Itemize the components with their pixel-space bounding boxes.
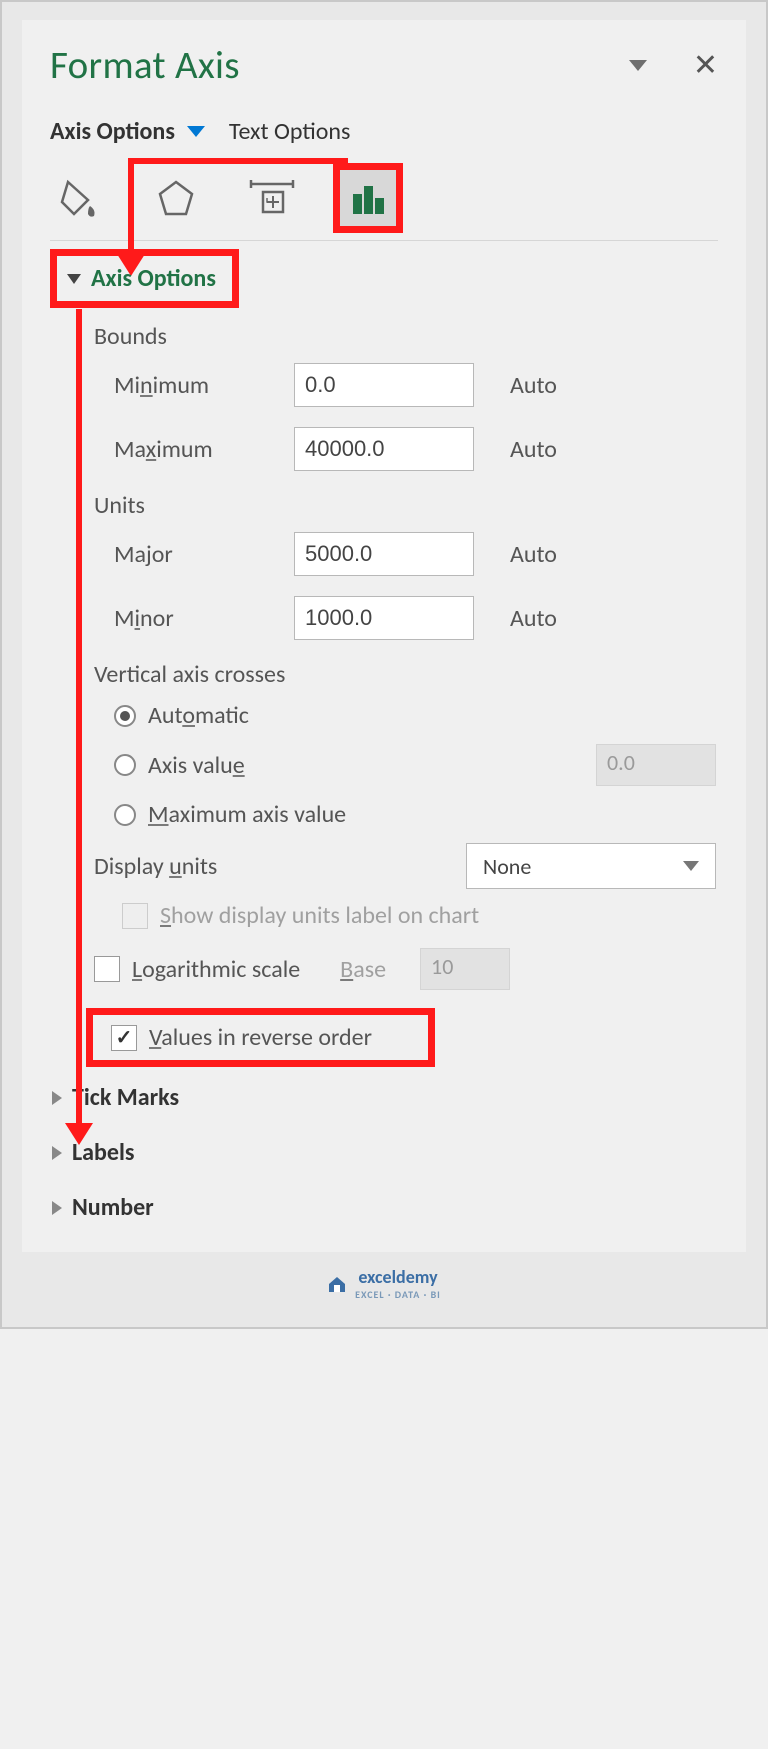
major-label: Major: [114, 540, 294, 569]
base-label: Base: [340, 955, 386, 984]
format-axis-panel: Format Axis ✕ Axis Options Text Options: [22, 20, 746, 1252]
tab-text-options[interactable]: Text Options: [229, 117, 351, 146]
fill-line-icon[interactable]: [52, 170, 108, 226]
auto-label[interactable]: Auto: [510, 604, 557, 633]
axis-options-body: Bounds Minimum Auto Maximum Auto Units M…: [50, 308, 718, 1002]
show-units-label: Show display units label on chart: [160, 901, 479, 930]
show-units-checkbox: [122, 903, 148, 929]
bounds-label: Bounds: [94, 322, 716, 351]
display-units-label: Display units: [94, 852, 217, 881]
crosses-automatic-row: Automatic: [114, 701, 716, 730]
display-units-value: None: [483, 853, 531, 880]
annotation-arrow: [76, 309, 82, 1125]
base-input: 10: [420, 948, 510, 990]
highlight-axis-options-header: Axis Options: [50, 249, 239, 308]
display-units-row: Display units None: [94, 843, 716, 889]
auto-label[interactable]: Auto: [510, 435, 557, 464]
outer-frame: Format Axis ✕ Axis Options Text Options: [0, 0, 768, 1329]
radio-max-label: Maximum axis value: [148, 800, 346, 829]
crosses-axis-value-row: Axis value 0.0: [114, 744, 716, 786]
close-icon[interactable]: ✕: [693, 51, 718, 81]
minor-input[interactable]: [294, 596, 474, 640]
size-properties-icon[interactable]: [244, 170, 300, 226]
minimum-label: Minimum: [114, 371, 294, 400]
radio-automatic[interactable]: [114, 705, 136, 727]
maximum-label: Maximum: [114, 435, 294, 464]
annotation-arrow: [128, 158, 348, 164]
watermark-brand: exceldemy: [355, 1266, 441, 1288]
watermark-icon: [327, 1274, 347, 1294]
options-tabs: Axis Options Text Options: [50, 117, 718, 146]
section-axis-options-header[interactable]: Axis Options: [61, 260, 222, 297]
maximum-input[interactable]: [294, 427, 474, 471]
show-units-label-row: Show display units label on chart: [94, 901, 716, 930]
section-tick-marks-header[interactable]: Tick Marks: [50, 1067, 718, 1122]
reverse-order-row: Values in reverse order: [111, 1023, 372, 1052]
section-title: Axis Options: [91, 264, 216, 293]
major-row: Major Auto: [94, 532, 716, 576]
annotation-arrow: [128, 158, 134, 258]
minimum-row: Minimum Auto: [94, 363, 716, 407]
logarithmic-label: Logarithmic scale: [132, 955, 300, 984]
axis-options-icon[interactable]: [340, 170, 396, 226]
effects-icon[interactable]: [148, 170, 204, 226]
panel-options-dropdown[interactable]: [629, 60, 647, 71]
auto-label[interactable]: Auto: [510, 371, 557, 400]
header-controls: ✕: [629, 51, 718, 81]
tab-axis-options[interactable]: Axis Options: [50, 117, 175, 146]
chevron-down-icon: [683, 861, 699, 871]
minor-label: Minor: [114, 604, 294, 633]
logarithmic-row: Logarithmic scale Base 10: [94, 948, 716, 990]
category-icon-row: [50, 166, 718, 241]
radio-axis-value-label: Axis value: [148, 751, 245, 780]
radio-max-axis-value[interactable]: [114, 804, 136, 826]
axis-value-input: 0.0: [596, 744, 716, 786]
auto-label[interactable]: Auto: [510, 540, 557, 569]
section-labels-header[interactable]: Labels: [50, 1122, 718, 1177]
radio-axis-value[interactable]: [114, 754, 136, 776]
section-title: Number: [72, 1193, 154, 1222]
reverse-order-label: Values in reverse order: [149, 1023, 372, 1052]
radio-automatic-label: Automatic: [148, 701, 249, 730]
panel-title: Format Axis: [50, 42, 240, 89]
crosses-label: Vertical axis crosses: [94, 660, 716, 689]
annotation-arrow: [65, 1123, 93, 1145]
panel-header: Format Axis ✕: [50, 42, 718, 89]
logarithmic-checkbox[interactable]: [94, 956, 120, 982]
section-number-header[interactable]: Number: [50, 1177, 718, 1232]
watermark-tagline: EXCEL · DATA · BI: [355, 1288, 441, 1301]
crosses-max-row: Maximum axis value: [114, 800, 716, 829]
minimum-input[interactable]: [294, 363, 474, 407]
minor-row: Minor Auto: [94, 596, 716, 640]
section-title: Tick Marks: [72, 1083, 179, 1112]
watermark: exceldemy EXCEL · DATA · BI: [22, 1252, 746, 1307]
major-input[interactable]: [294, 532, 474, 576]
display-units-select[interactable]: None: [466, 843, 716, 889]
highlight-reverse-order: Values in reverse order: [86, 1008, 435, 1067]
units-label: Units: [94, 491, 716, 520]
maximum-row: Maximum Auto: [94, 427, 716, 471]
chevron-down-icon[interactable]: [187, 126, 205, 137]
reverse-order-checkbox[interactable]: [111, 1025, 137, 1051]
